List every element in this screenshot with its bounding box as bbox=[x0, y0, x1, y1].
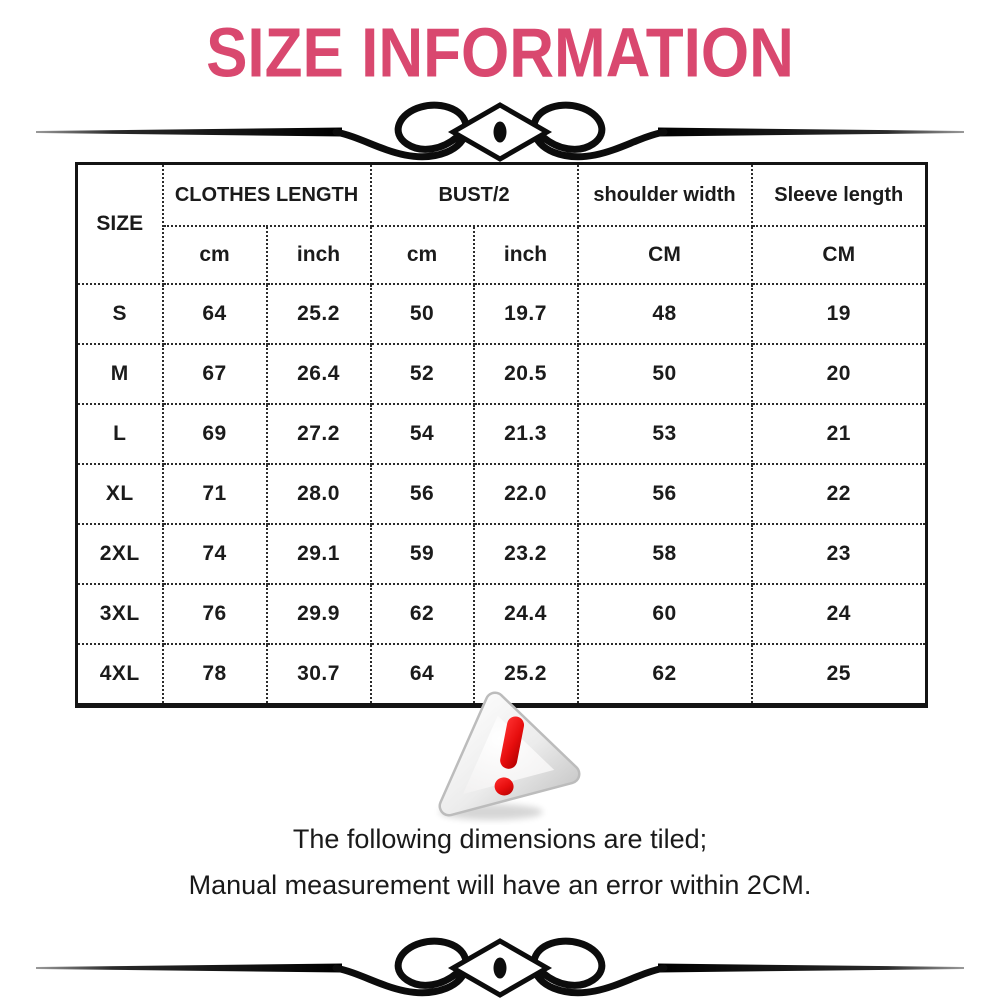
cell: 22.0 bbox=[472, 463, 579, 525]
cell: 25.2 bbox=[265, 283, 372, 345]
cell: 21 bbox=[750, 403, 928, 465]
cell: 74 bbox=[161, 523, 268, 585]
size-label: XL bbox=[75, 463, 164, 525]
cell: 60 bbox=[576, 583, 753, 645]
cell: 25 bbox=[750, 643, 928, 707]
column-header-bust: BUST/2 bbox=[369, 162, 579, 227]
cell: 59 bbox=[369, 523, 475, 585]
cell: 28.0 bbox=[265, 463, 372, 525]
column-header-size: SIZE bbox=[75, 162, 164, 285]
cell: 50 bbox=[576, 343, 753, 405]
table-row: S 64 25.2 50 19.7 48 19 bbox=[75, 283, 928, 345]
cell: 76 bbox=[161, 583, 268, 645]
table-row: 2XL 74 29.1 59 23.2 58 23 bbox=[75, 523, 928, 585]
cell: 19.7 bbox=[472, 283, 579, 345]
cell: 19 bbox=[750, 283, 928, 345]
column-header-sleeve-length: Sleeve length bbox=[750, 162, 928, 227]
header-group-row: SIZE CLOTHES LENGTH BUST/2 shoulder widt… bbox=[75, 162, 928, 285]
size-label: 3XL bbox=[75, 583, 164, 645]
cell: 54 bbox=[369, 403, 475, 465]
cell: 24 bbox=[750, 583, 928, 645]
note-line-1: The following dimensions are tiled; bbox=[292, 824, 708, 854]
unit-bust-inch: inch bbox=[472, 225, 579, 285]
cell: 53 bbox=[576, 403, 753, 465]
cell: 24.4 bbox=[472, 583, 579, 645]
table-row: 4XL 78 30.7 64 25.2 62 25 bbox=[75, 643, 928, 707]
flourish-divider-bottom bbox=[30, 936, 970, 1000]
cell: 71 bbox=[161, 463, 268, 525]
cell: 52 bbox=[369, 343, 475, 405]
cell: 22 bbox=[750, 463, 928, 525]
size-chart-table: SIZE CLOTHES LENGTH BUST/2 shoulder widt… bbox=[75, 162, 928, 708]
warning-triangle-icon bbox=[438, 691, 581, 820]
exclamation-mark bbox=[494, 716, 525, 796]
size-label: L bbox=[75, 403, 164, 465]
flourish-divider-top bbox=[36, 100, 964, 162]
cell: 62 bbox=[369, 583, 475, 645]
table-row: 3XL 76 29.9 62 24.4 60 24 bbox=[75, 583, 928, 645]
size-chart-body: S 64 25.2 50 19.7 48 19 M 67 26.4 52 20.… bbox=[75, 283, 928, 707]
unit-clothes-inch: inch bbox=[265, 225, 372, 285]
cell: 30.7 bbox=[265, 643, 372, 707]
cell: 23 bbox=[750, 523, 928, 585]
cell: 23.2 bbox=[472, 523, 579, 585]
unit-sleeve-cm: CM bbox=[750, 225, 928, 285]
cell: 29.9 bbox=[265, 583, 372, 645]
column-header-shoulder-width: shoulder width bbox=[576, 162, 753, 227]
page-title: SIZE INFORMATION bbox=[206, 15, 794, 93]
cell: 78 bbox=[161, 643, 268, 707]
table-row: XL 71 28.0 56 22.0 56 22 bbox=[75, 463, 928, 525]
size-chart-header: SIZE CLOTHES LENGTH BUST/2 shoulder widt… bbox=[75, 162, 928, 285]
cell: 56 bbox=[369, 463, 475, 525]
unit-bust-cm: cm bbox=[369, 225, 475, 285]
note-line-2: Manual measurement will have an error wi… bbox=[188, 870, 812, 900]
size-label: M bbox=[75, 343, 164, 405]
column-header-clothes-length: CLOTHES LENGTH bbox=[161, 162, 372, 227]
size-label: 4XL bbox=[75, 643, 164, 707]
cell: 21.3 bbox=[472, 403, 579, 465]
header-units-row: cm inch cm inch CM CM bbox=[77, 225, 928, 285]
cell: 56 bbox=[576, 463, 753, 525]
cell: 27.2 bbox=[265, 403, 372, 465]
cell: 50 bbox=[369, 283, 475, 345]
size-label: S bbox=[75, 283, 164, 345]
cell: 58 bbox=[576, 523, 753, 585]
unit-shoulder-cm: CM bbox=[576, 225, 753, 285]
cell: 48 bbox=[576, 283, 753, 345]
cell: 64 bbox=[161, 283, 268, 345]
cell: 67 bbox=[161, 343, 268, 405]
table-row: L 69 27.2 54 21.3 53 21 bbox=[75, 403, 928, 465]
cell: 20.5 bbox=[472, 343, 579, 405]
table-row: M 67 26.4 52 20.5 50 20 bbox=[75, 343, 928, 405]
cell: 64 bbox=[369, 643, 475, 707]
cell: 29.1 bbox=[265, 523, 372, 585]
cell: 62 bbox=[576, 643, 753, 707]
cell: 69 bbox=[161, 403, 268, 465]
cell: 20 bbox=[750, 343, 928, 405]
unit-clothes-cm: cm bbox=[161, 225, 268, 285]
cell: 26.4 bbox=[265, 343, 372, 405]
size-label: 2XL bbox=[75, 523, 164, 585]
